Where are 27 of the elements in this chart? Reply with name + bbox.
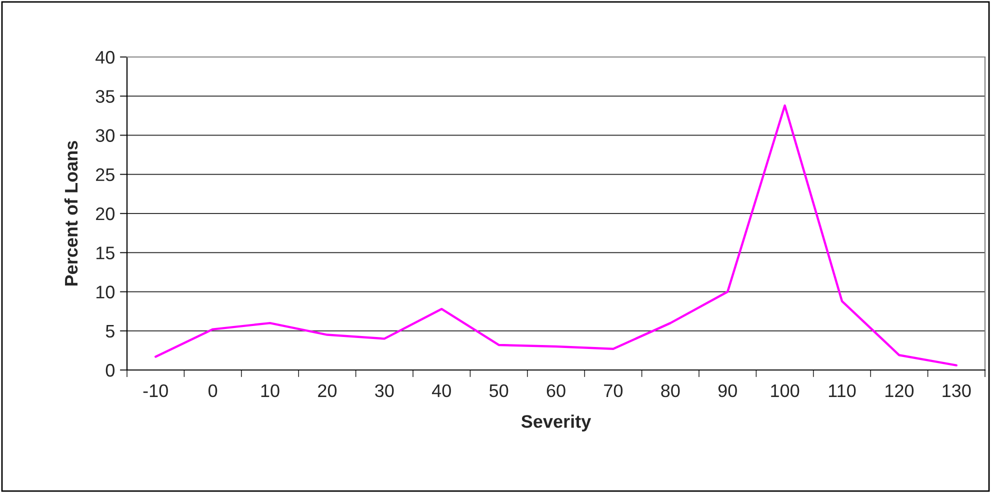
- x-axis-title: Severity: [521, 414, 592, 432]
- y-axis-title: Percent of Loans: [64, 140, 78, 286]
- x-tick-label: -10: [143, 384, 168, 398]
- y-tick-label: 30: [96, 129, 114, 142]
- x-tick-label: 70: [604, 384, 623, 398]
- y-tick-label: 35: [96, 90, 114, 103]
- line-series: [154, 104, 958, 366]
- x-tick-label: 10: [261, 384, 280, 398]
- x-tick-label: 0: [208, 384, 218, 398]
- y-tick-label: 20: [96, 207, 114, 220]
- x-tick-label: 130: [942, 384, 971, 398]
- x-tick-label: 90: [718, 384, 737, 398]
- x-tick-label: 80: [661, 384, 680, 398]
- y-tick-label: 15: [96, 246, 114, 260]
- y-tick-label: 0: [106, 364, 114, 377]
- x-tick-label: 120: [886, 384, 914, 398]
- x-tick-label: 100: [771, 384, 800, 398]
- x-tick-label: 40: [432, 384, 451, 398]
- x-tick-label: 60: [546, 384, 566, 398]
- x-tick-label: 110: [828, 384, 856, 398]
- y-tick-label: 10: [96, 286, 114, 298]
- x-tick-label: 50: [489, 384, 508, 398]
- y-tick-label: 5: [106, 324, 114, 338]
- x-tick-label: 30: [375, 384, 394, 398]
- x-tick-label: 20: [318, 384, 337, 398]
- y-tick-label: 40: [96, 50, 114, 64]
- y-tick-label: 25: [96, 168, 114, 182]
